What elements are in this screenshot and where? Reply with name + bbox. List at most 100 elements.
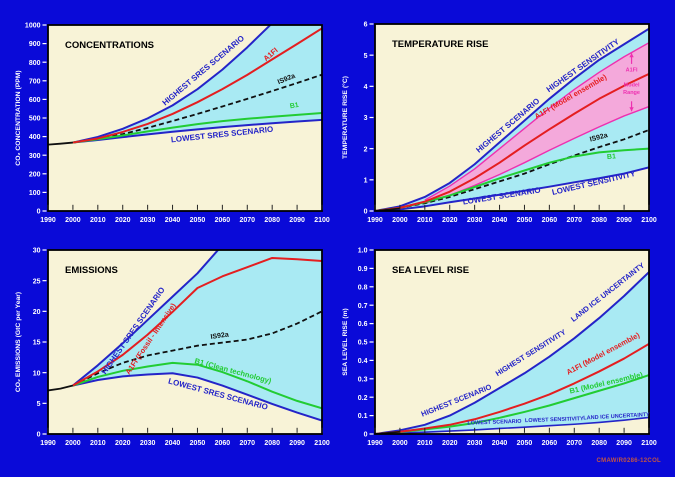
x-tick-label: 2090: [616, 217, 632, 224]
curve-label: IS92a: [589, 132, 609, 144]
y-tick-label: 5: [364, 53, 368, 60]
panel-title-concentrations: CONCENTRATIONS: [65, 40, 154, 51]
curve-label: B1: [289, 102, 299, 110]
plot-border: [47, 249, 323, 435]
x-tick-label: 2100: [314, 440, 330, 447]
series-a1fi: [72, 256, 322, 387]
band-highest: [375, 272, 649, 434]
x-tick-label: 2050: [517, 440, 533, 447]
series-historical: [48, 384, 74, 392]
x-axis: 1990 2000 2010 2020 2030 2040 2050 2060 2070 2080…: [367, 204, 657, 224]
y-tick-label: 400: [29, 134, 41, 141]
y-tick-label: 3: [364, 115, 368, 122]
y-tick-label: 1.0: [358, 248, 368, 255]
y-axis: 0 5 10 15 20 25 30: [33, 248, 47, 439]
x-tick-label: 2050: [190, 217, 206, 224]
band-highest-sres: [72, 25, 322, 143]
range-arrowhead: [629, 107, 634, 112]
x-tick-label: 2090: [616, 440, 632, 447]
x-tick-label: 2080: [591, 440, 607, 447]
y-tick-label: 300: [29, 153, 41, 160]
y-tick-label: 10: [33, 370, 41, 377]
x-tick-label: 2010: [417, 440, 433, 447]
y-tick-label: 20: [33, 309, 41, 316]
x-tick-label: 2040: [492, 440, 508, 447]
x-tick-label: 2000: [392, 217, 408, 224]
y-tick-label: 0.8: [358, 284, 368, 291]
y-tick-label: 0.4: [358, 358, 368, 365]
series-lowest: [375, 416, 649, 434]
x-tick-label: 2000: [65, 440, 81, 447]
y-tick-label: 30: [33, 248, 41, 255]
chart-concentrations: 0 100 200 300 400 500 600 700 800 900 1000 1990 2000…: [15, 23, 330, 224]
curve-label: A1FI: [626, 67, 638, 73]
y-axis: 0 0.1 0.2 0.3 0.4 0.5 0.6 0.7 0.8 0.9 1.0: [358, 248, 374, 439]
y-tick-label: 0.9: [358, 266, 368, 273]
y-tick-label: 25: [33, 278, 41, 285]
chart-emissions: 0 5 10 15 20 25 30 1990 2000 2010 2020 2030 2040 2050…: [15, 248, 330, 447]
series-lowest: [375, 166, 649, 211]
series-a1fi: [375, 342, 649, 434]
x-tick-label: 2100: [314, 217, 330, 224]
x-tick-label: 2020: [115, 217, 131, 224]
x-tick-label: 2050: [190, 440, 206, 447]
x-tick-label: 1990: [367, 217, 383, 224]
curve-label: LOWEST SCENARIO: [467, 419, 522, 427]
y-tick-label: 800: [29, 60, 41, 67]
x-tick-label: 1990: [40, 440, 56, 447]
x-tick-label: 1990: [40, 217, 56, 224]
y-tick-label: 500: [29, 116, 41, 123]
series-highest-sres: [72, 250, 220, 387]
y-tick-label: 100: [29, 190, 41, 197]
series-b1: [72, 111, 322, 144]
x-axis: 1990 2000 2010 2020 2030 2040 2050 2060 2070 2080…: [367, 427, 657, 447]
x-tick-label: 2030: [467, 217, 483, 224]
band-highest-sres: [72, 250, 322, 421]
x-tick-label: 2040: [492, 217, 508, 224]
x-tick-label: 2100: [641, 440, 657, 447]
x-tick-label: 2020: [442, 217, 458, 224]
x-tick-label: 2020: [115, 440, 131, 447]
y-axis: 0 1 2 3 4 5 6: [364, 22, 374, 216]
x-tick-label: 2060: [542, 440, 558, 447]
series-highest: [375, 27, 649, 211]
y-axis-label-emissions: CO₂ EMISSIONS (GtC per Year): [15, 292, 22, 392]
y-tick-label: 0: [37, 209, 41, 216]
series-highest-sres: [72, 25, 272, 144]
plot-border: [47, 24, 323, 212]
x-tick-label: 2060: [215, 440, 231, 447]
x-tick-label: 2010: [90, 440, 106, 447]
series-historical: [48, 141, 73, 146]
series-lowest-sres: [72, 372, 322, 422]
series-a1fi-range-top: [424, 42, 649, 201]
series-is92a: [72, 310, 322, 387]
x-axis: 1990 2000 2010 2020 2030 2040 2050 2060 2070 2080…: [40, 427, 330, 447]
y-tick-label: 4: [364, 84, 368, 91]
y-tick-label: 0.6: [358, 321, 368, 328]
y-tick-label: 0: [364, 432, 368, 439]
panel-title-emissions: EMISSIONS: [65, 265, 118, 276]
x-tick-label: 2030: [467, 440, 483, 447]
x-tick-label: 2080: [264, 217, 280, 224]
x-tick-label: 2020: [442, 440, 458, 447]
x-axis: 1990 2000 2010 2020 2030 2040 2050 2060 2070 2080…: [40, 204, 330, 224]
curve-label: B1: [607, 153, 617, 161]
range-arrowhead: [629, 53, 634, 58]
x-tick-label: 2040: [165, 440, 181, 447]
y-tick-label: 900: [29, 41, 41, 48]
curve-label: Model: [624, 82, 640, 88]
y-tick-label: 2: [364, 146, 368, 153]
curve-label: LOWEST SENSITIVITY: [525, 416, 584, 424]
curve-label: LAND ICE UNCERTAINTY: [583, 412, 650, 421]
y-tick-label: 1: [364, 177, 368, 184]
y-tick-label: 0.1: [358, 413, 368, 420]
plot-border: [374, 23, 650, 212]
y-tick-label: 0: [364, 209, 368, 216]
y-tick-label: 0.3: [358, 376, 368, 383]
x-tick-label: 2070: [566, 440, 582, 447]
y-tick-label: 600: [29, 97, 41, 104]
y-tick-label: 0: [37, 432, 41, 439]
series-b1: [72, 361, 322, 410]
x-tick-label: 2040: [165, 217, 181, 224]
